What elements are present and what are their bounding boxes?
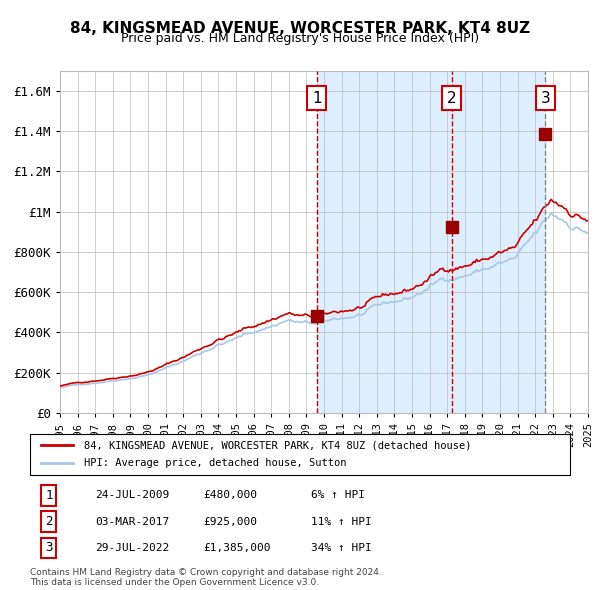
Text: £1,385,000: £1,385,000	[203, 543, 271, 553]
Text: 1: 1	[45, 489, 53, 502]
Text: 29-JUL-2022: 29-JUL-2022	[95, 543, 169, 553]
Text: 24-JUL-2009: 24-JUL-2009	[95, 490, 169, 500]
Text: 1: 1	[312, 91, 322, 106]
Text: 11% ↑ HPI: 11% ↑ HPI	[311, 517, 371, 527]
Text: 2: 2	[447, 91, 457, 106]
Text: This data is licensed under the Open Government Licence v3.0.: This data is licensed under the Open Gov…	[30, 578, 319, 587]
Text: HPI: Average price, detached house, Sutton: HPI: Average price, detached house, Sutt…	[84, 458, 347, 468]
Text: £925,000: £925,000	[203, 517, 257, 527]
FancyBboxPatch shape	[30, 434, 570, 475]
Text: 03-MAR-2017: 03-MAR-2017	[95, 517, 169, 527]
Text: 84, KINGSMEAD AVENUE, WORCESTER PARK, KT4 8UZ (detached house): 84, KINGSMEAD AVENUE, WORCESTER PARK, KT…	[84, 440, 472, 450]
Text: 3: 3	[541, 91, 550, 106]
Text: 3: 3	[45, 542, 53, 555]
Text: Price paid vs. HM Land Registry's House Price Index (HPI): Price paid vs. HM Land Registry's House …	[121, 32, 479, 45]
Text: 2: 2	[45, 515, 53, 528]
Text: Contains HM Land Registry data © Crown copyright and database right 2024.: Contains HM Land Registry data © Crown c…	[30, 568, 382, 576]
Text: 34% ↑ HPI: 34% ↑ HPI	[311, 543, 371, 553]
Bar	[317, 71, 545, 413]
Text: 84, KINGSMEAD AVENUE, WORCESTER PARK, KT4 8UZ: 84, KINGSMEAD AVENUE, WORCESTER PARK, KT…	[70, 21, 530, 35]
Text: 6% ↑ HPI: 6% ↑ HPI	[311, 490, 365, 500]
Text: £480,000: £480,000	[203, 490, 257, 500]
